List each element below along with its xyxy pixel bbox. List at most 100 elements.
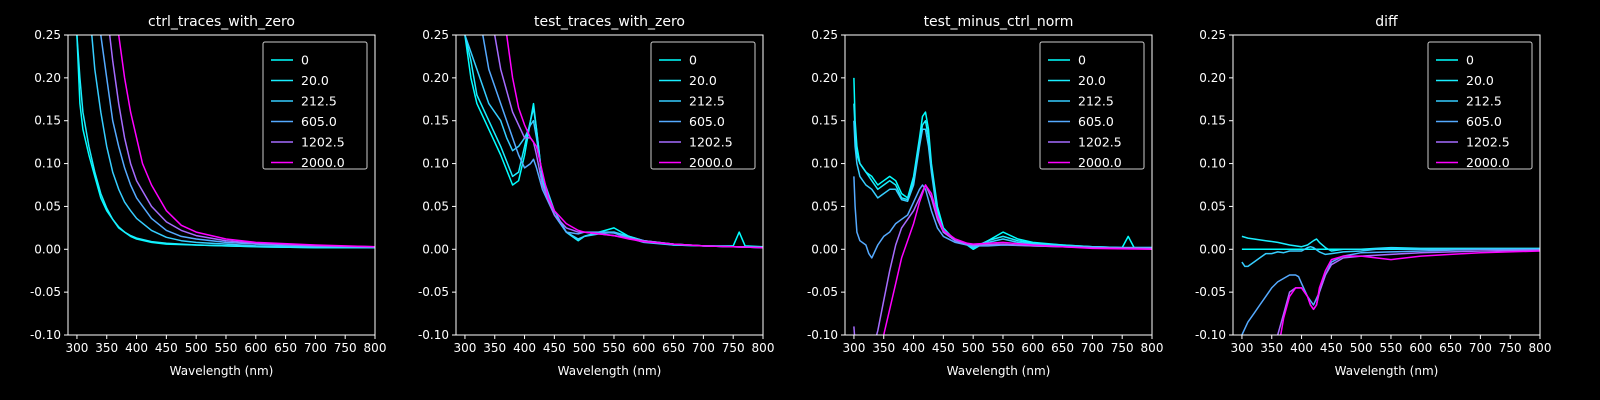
series-line-20.0 [76, 35, 375, 249]
legend-label: 212.5 [1466, 94, 1502, 109]
series-line-212.5 [464, 35, 763, 249]
panel-ctrl-traces: ctrl_traces_with_zero Wavelength (nm) 30… [30, 14, 387, 378]
series-line-605.0 [1241, 248, 1540, 335]
x-tick-label: 550 [992, 341, 1015, 355]
legend: 0 20.0 212.5 605.0 1202.5 2000.0 [650, 41, 756, 170]
plot-frame [1232, 34, 1541, 336]
x-tick-label: 750 [722, 341, 745, 355]
y-tick-label: 0.25 [34, 28, 61, 42]
x-tick-label: 600 [1409, 341, 1432, 355]
x-tick-label: 700 [304, 341, 327, 355]
y-tick-label: 0.10 [34, 157, 61, 171]
x-tick-label: 800 [1529, 341, 1552, 355]
x-tick-label: 700 [1081, 341, 1104, 355]
legend-label: 605.0 [1078, 114, 1114, 129]
series-lines [853, 77, 1152, 335]
series-lines [76, 35, 375, 249]
y-tick-label: 0.15 [811, 114, 838, 128]
panel-title: test_traces_with_zero [534, 14, 685, 30]
x-tick-label: 600 [244, 341, 267, 355]
panel-diff: diff Wavelength (nm) 300 350 400 450 500 550 6… [1195, 14, 1552, 378]
legend-label: 20.0 [1078, 73, 1106, 88]
x-tick-label: 400 [1290, 341, 1313, 355]
y-tick-label: -0.10 [30, 328, 61, 342]
legend-label: 2000.0 [1466, 155, 1510, 170]
series-line-212.5 [91, 35, 375, 249]
legend-label: 1202.5 [1078, 135, 1122, 150]
x-tick-label: 750 [334, 341, 357, 355]
y-tick-label: 0.25 [1199, 28, 1226, 42]
legend-box [1039, 41, 1145, 170]
legend-label: 1202.5 [689, 135, 733, 150]
x-tick-label: 600 [632, 341, 655, 355]
legend-box [1427, 41, 1533, 170]
y-tick-label: 0.05 [422, 199, 449, 213]
legend-label: 2000.0 [1078, 155, 1122, 170]
y-tick-label: 0.00 [1199, 242, 1226, 256]
series-line-605.0 [853, 176, 1152, 259]
panel-title: test_minus_ctrl_norm [924, 14, 1074, 30]
series-lines [464, 35, 763, 249]
legend-label: 20.0 [301, 73, 329, 88]
y-tick-label: 0.00 [34, 242, 61, 256]
x-tick-label: 300 [65, 341, 88, 355]
x-axis-label: Wavelength (nm) [558, 364, 662, 378]
y-tick-label: 0.05 [811, 199, 838, 213]
x-tick-label: 450 [1320, 341, 1343, 355]
series-line-212.5 [853, 120, 1152, 249]
panel-title: ctrl_traces_with_zero [148, 14, 295, 30]
legend-label: 605.0 [1466, 114, 1502, 129]
x-tick-label: 750 [1111, 341, 1134, 355]
legend-label: 0 [689, 53, 697, 68]
legend-label: 2000.0 [301, 155, 345, 170]
series-line-20.0 [1241, 235, 1540, 252]
y-tick-label: 0.10 [811, 157, 838, 171]
x-axis-label: Wavelength (nm) [947, 364, 1051, 378]
y-tick-label: 0.25 [811, 28, 838, 42]
plot-frame [455, 34, 764, 336]
x-tick-label: 700 [692, 341, 715, 355]
series-line-20.0 [853, 103, 1152, 249]
legend-box [262, 41, 368, 170]
x-tick-label: 450 [543, 341, 566, 355]
y-tick-label: 0.00 [811, 242, 838, 256]
y-tick-label: -0.05 [1195, 285, 1226, 299]
x-tick-label: 650 [274, 341, 297, 355]
series-line-605.0 [100, 35, 375, 248]
x-tick-label: 300 [1230, 341, 1253, 355]
x-tick-label: 400 [125, 341, 148, 355]
y-tick-label: 0.05 [1199, 199, 1226, 213]
legend-label: 605.0 [301, 114, 337, 129]
series-line-2000.0 [505, 35, 763, 249]
x-tick-label: 800 [1141, 341, 1164, 355]
legend-label: 212.5 [301, 94, 337, 109]
x-tick-label: 500 [962, 341, 985, 355]
legend: 0 20.0 212.5 605.0 1202.5 2000.0 [262, 41, 368, 170]
x-tick-label: 550 [603, 341, 626, 355]
y-tick-label: 0.20 [1199, 71, 1226, 85]
y-tick-label: 0.15 [422, 114, 449, 128]
panel-test-minus-ctrl: test_minus_ctrl_norm Wavelength (nm) 300… [807, 14, 1164, 378]
x-tick-label: 350 [1260, 341, 1283, 355]
x-tick-label: 450 [932, 341, 955, 355]
y-tick-label: 0.20 [811, 71, 838, 85]
y-tick-label: 0.25 [422, 28, 449, 42]
plot-frame [67, 34, 376, 336]
x-tick-label: 750 [1499, 341, 1522, 355]
y-tick-label: -0.10 [418, 328, 449, 342]
y-tick-label: -0.05 [30, 285, 61, 299]
y-tick-label: 0.10 [422, 157, 449, 171]
x-tick-label: 650 [662, 341, 685, 355]
series-line-1202.5 [108, 35, 375, 248]
y-tick-label: 0.20 [422, 71, 449, 85]
legend-label: 212.5 [689, 94, 725, 109]
y-tick-label: 0.10 [1199, 157, 1226, 171]
y-tick-label: 0.00 [422, 242, 449, 256]
y-tick-label: 0.05 [34, 199, 61, 213]
series-line-2000.0 [1279, 250, 1540, 335]
x-tick-label: 400 [902, 341, 925, 355]
legend-label: 605.0 [689, 114, 725, 129]
panel-title: diff [1375, 14, 1398, 30]
x-tick-label: 800 [364, 341, 387, 355]
